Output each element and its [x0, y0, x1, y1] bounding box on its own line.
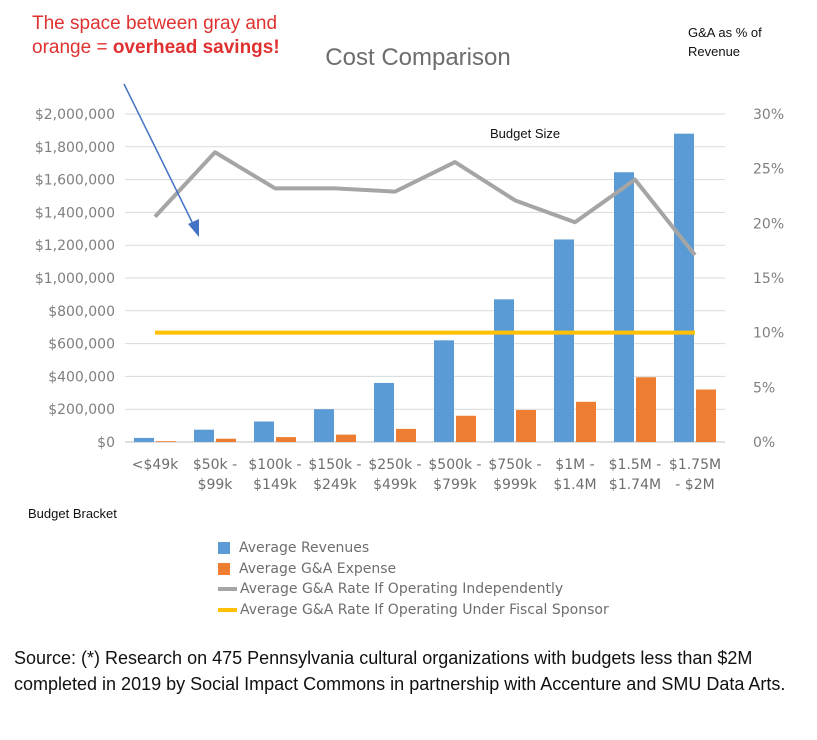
y-left-tick-label: $400,000	[48, 369, 115, 385]
x-category-label: $799k	[433, 477, 478, 493]
x-category-label: $100k -	[248, 457, 301, 473]
y-right-tick-label: 0%	[753, 435, 775, 451]
legend-item-independent: Average G&A Rate If Operating Independen…	[218, 579, 609, 600]
right-axis-label: G&A as % of Revenue	[688, 23, 798, 61]
y-right-tick-label: 30%	[753, 107, 784, 123]
x-category-label: - $2M	[675, 477, 714, 493]
y-left-tick-label: $600,000	[48, 337, 115, 353]
budget-size-label: Budget Size	[490, 125, 570, 143]
bar-average-ga-expense	[216, 439, 236, 442]
bar-average-ga-expense	[336, 435, 356, 442]
x-category-label: $999k	[493, 477, 538, 493]
y-left-tick-label: $2,000,000	[35, 107, 115, 123]
x-category-label: $50k -	[193, 457, 237, 473]
bar-average-revenues	[254, 422, 274, 443]
x-category-label: $499k	[373, 477, 418, 493]
legend-item-revenues: Average Revenues	[218, 538, 609, 559]
annotation-arrowhead	[188, 219, 199, 237]
annotation-emphasis: overhead savings!	[113, 37, 280, 58]
bar-average-ga-expense	[636, 377, 656, 442]
y-left-tick-label: $800,000	[48, 304, 115, 320]
bar-average-revenues	[674, 134, 694, 442]
bar-average-revenues	[194, 430, 214, 442]
x-category-label: $1.4M	[553, 477, 596, 493]
y-right-tick-label: 25%	[753, 162, 784, 178]
bar-average-ga-expense	[456, 416, 476, 442]
cost-comparison-chart: $0 $200,000 $400,000 $600,000 $800,000 $1,000…	[0, 0, 817, 740]
y-left-tick-label: $1,200,000	[35, 238, 115, 254]
bar-average-revenues	[494, 299, 514, 442]
x-category-label: $99k	[198, 477, 234, 493]
legend-label: Average G&A Rate If Operating Under Fisc…	[240, 602, 609, 618]
bar-average-revenues	[374, 383, 394, 442]
bar-average-revenues	[614, 172, 634, 442]
x-category-label: $750k -	[488, 457, 541, 473]
source-note: Source: (*) Research on 475 Pennsylvania…	[14, 645, 809, 697]
y-left-tick-label: $1,800,000	[35, 140, 115, 156]
legend-swatch-sponsor	[218, 608, 237, 612]
x-category-label: $500k -	[428, 457, 481, 473]
legend-label: Average G&A Rate If Operating Independen…	[240, 581, 563, 597]
overhead-savings-annotation: The space between gray and orange = over…	[32, 12, 292, 60]
x-category-label: $1.5M -	[609, 457, 662, 473]
bar-average-ga-expense	[576, 402, 596, 442]
bar-average-ga-expense	[696, 390, 716, 442]
y-left-tick-label: $1,600,000	[35, 173, 115, 189]
bar-average-ga-expense	[276, 437, 296, 442]
chart-title: Cost Comparison	[300, 44, 536, 72]
x-category-label: $249k	[313, 477, 358, 493]
y-left-tick-label: $1,400,000	[35, 205, 115, 221]
bar-average-revenues	[314, 409, 334, 442]
x-category-label: <$49k	[132, 457, 179, 473]
x-category-label: $149k	[253, 477, 298, 493]
y-left-tick-label: $1,000,000	[35, 271, 115, 287]
x-category-label: $1.74M	[609, 477, 661, 493]
x-category-label: $1M -	[555, 457, 594, 473]
y-left-tick-label: $0	[97, 435, 115, 451]
bar-average-revenues	[554, 239, 574, 442]
bar-average-ga-expense	[156, 441, 176, 442]
legend-swatch-expense	[218, 563, 230, 575]
bar-average-ga-expense	[396, 429, 416, 442]
y-left-tick-label: $200,000	[48, 402, 115, 418]
y-right-tick-label: 15%	[753, 271, 784, 287]
legend-item-expense: Average G&A Expense	[218, 559, 609, 580]
legend-label: Average Revenues	[239, 540, 369, 556]
legend-swatch-independent	[218, 587, 237, 591]
bar-average-revenues	[134, 438, 154, 442]
bar-average-ga-expense	[516, 410, 536, 442]
legend: Average Revenues Average G&A Expense Ave…	[218, 538, 609, 620]
legend-swatch-revenues	[218, 542, 230, 554]
legend-item-sponsor: Average G&A Rate If Operating Under Fisc…	[218, 600, 609, 621]
x-category-label: $1.75M	[669, 457, 721, 473]
annotation-arrow	[124, 84, 194, 226]
legend-label: Average G&A Expense	[239, 561, 396, 577]
x-category-label: $250k -	[368, 457, 421, 473]
y-right-tick-label: 10%	[753, 326, 784, 342]
budget-bracket-label: Budget Bracket	[28, 504, 118, 523]
y-right-tick-label: 20%	[753, 216, 784, 232]
bar-average-revenues	[434, 340, 454, 442]
x-category-label: $150k -	[308, 457, 361, 473]
y-right-tick-label: 5%	[753, 380, 775, 396]
